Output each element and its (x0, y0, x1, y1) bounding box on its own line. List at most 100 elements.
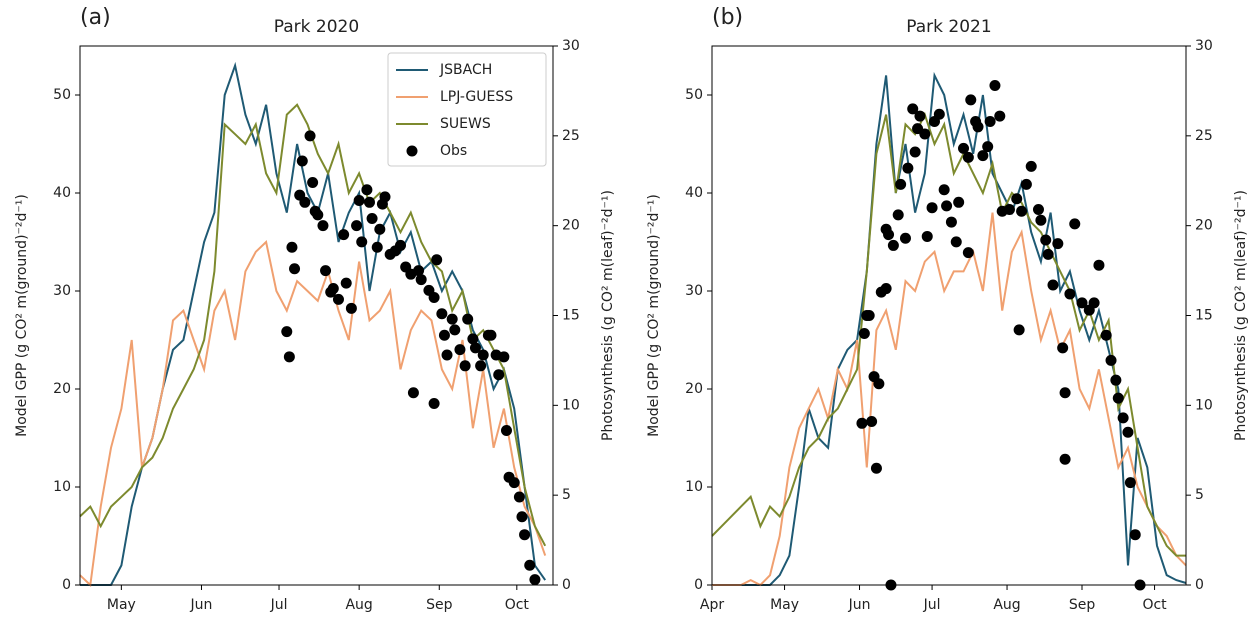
panel-label: (a) (80, 5, 111, 30)
obs-point (395, 239, 407, 251)
obs-point (524, 559, 536, 571)
obs-point (902, 162, 914, 174)
series-line (79, 240, 547, 588)
obs-point (994, 110, 1006, 122)
obs-point (286, 241, 298, 253)
obs-point (899, 232, 911, 244)
y2-tick-label: 15 (1195, 308, 1213, 324)
y2-tick-label: 25 (1195, 128, 1213, 144)
y-axis-label: Model GPP (g CO² m(ground)⁻²d⁻¹) (14, 194, 30, 437)
obs-point (327, 283, 339, 295)
obs-point (332, 293, 344, 305)
obs-point (1057, 342, 1069, 354)
obs-point (374, 223, 386, 235)
obs-point (870, 462, 882, 474)
x-tick-label: Jul (270, 597, 288, 613)
obs-point (428, 292, 440, 304)
y2-axis-label: Photosynthesis (g CO² m(leaf)⁻²d⁻¹) (600, 190, 616, 441)
legend-label: SUEWS (440, 116, 491, 132)
obs-point (938, 184, 950, 196)
series-line (711, 111, 1186, 557)
obs-point (909, 146, 921, 158)
x-tick-label: Apr (700, 597, 724, 613)
obs-point (856, 417, 868, 429)
obs-point (508, 477, 520, 489)
x-tick-label: Aug (993, 597, 1020, 613)
obs-point (431, 254, 443, 266)
x-tick-label: Sep (426, 597, 453, 613)
obs-point (485, 329, 497, 341)
obs-point (907, 103, 919, 115)
obs-point (958, 142, 970, 154)
obs-point (467, 333, 479, 345)
obs-point (1088, 297, 1100, 309)
obs-point (1035, 214, 1047, 226)
obs-point (516, 511, 528, 523)
y-tick-label: 40 (685, 185, 703, 201)
y-tick-label: 30 (53, 283, 71, 299)
obs-point (283, 351, 295, 363)
y-tick-label: 10 (685, 479, 703, 495)
obs-point (1076, 297, 1088, 309)
obs-point (1040, 234, 1052, 246)
obs-point (413, 265, 425, 277)
obs-point (1059, 453, 1071, 465)
obs-point (407, 387, 419, 399)
plot-frame (79, 45, 554, 586)
chart-title: Park 2021 (906, 17, 991, 37)
series-line (79, 103, 547, 547)
obs-point (462, 313, 474, 325)
obs-point (1020, 178, 1032, 190)
obs-point (1105, 354, 1117, 366)
obs-point (289, 263, 301, 275)
y2-tick-label: 20 (562, 218, 580, 234)
y2-tick-label: 0 (1195, 577, 1204, 593)
y2-tick-label: 5 (1195, 487, 1204, 503)
legend-box (387, 52, 547, 167)
legend-label: Obs (440, 143, 467, 159)
obs-point (379, 191, 391, 203)
obs-point (984, 115, 996, 127)
obs-point (345, 302, 357, 314)
obs-point (1117, 412, 1129, 424)
y2-tick-label: 10 (1195, 397, 1213, 413)
obs-point (1110, 374, 1122, 386)
obs-point (962, 247, 974, 259)
chart-title: Park 2020 (274, 17, 359, 37)
panel-label: (b) (712, 5, 743, 30)
obs-point (926, 202, 938, 214)
x-tick-label: Oct (505, 597, 530, 613)
obs-point (873, 378, 885, 390)
obs-point (858, 327, 870, 339)
y2-axis-label: Photosynthesis (g CO² m(leaf)⁻²d⁻¹) (1233, 190, 1249, 441)
obs-point (919, 128, 931, 140)
x-tick-label: May (770, 597, 799, 613)
series-line (712, 71, 1187, 586)
obs-point (436, 308, 448, 320)
obs-point (1016, 205, 1028, 217)
obs-point (892, 209, 904, 221)
y-tick-label: 20 (53, 381, 71, 397)
obs-point (441, 349, 453, 361)
obs-point (972, 121, 984, 133)
obs-point (500, 424, 512, 436)
obs-point (863, 310, 875, 321)
obs-point (941, 200, 953, 212)
obs-point (887, 239, 899, 251)
obs-point (304, 130, 316, 142)
obs-point (982, 141, 994, 153)
y-tick-label: 40 (53, 185, 71, 201)
x-tick-label: Jun (190, 597, 213, 613)
obs-point (977, 150, 989, 162)
obs-point (438, 329, 450, 341)
y2-tick-label: 0 (562, 577, 571, 593)
y2-tick-label: 10 (562, 397, 580, 413)
obs-point (340, 277, 352, 289)
obs-point (1013, 324, 1025, 336)
obs-point (1069, 218, 1081, 230)
obs-point (281, 326, 293, 338)
obs-point (1042, 248, 1054, 260)
y-tick-label: 0 (694, 577, 703, 593)
obs-point (299, 196, 311, 208)
obs-point (366, 212, 378, 224)
